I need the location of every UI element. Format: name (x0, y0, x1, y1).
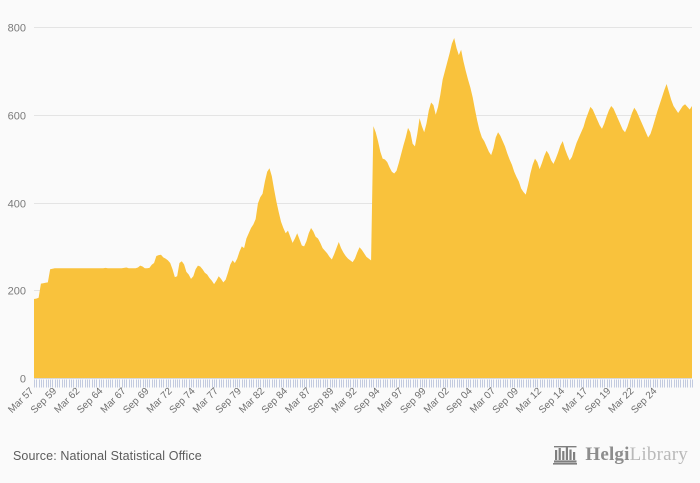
brand-text: HelgiLibrary (585, 444, 688, 466)
y-axis-tick-label: 200 (8, 286, 26, 298)
brand-logo[interactable]: HelgiLibrary (553, 444, 688, 466)
source-label: Source: National Statistical Office (13, 449, 202, 463)
brand-secondary: Library (629, 444, 688, 465)
chart-area: 0 200 400 600 800 Mar 57 Sep 59 Mar 62 Sep 64 Mar… (6, 23, 693, 416)
y-axis-tick-label: 600 (8, 111, 26, 123)
brand-primary: Helgi (585, 444, 630, 465)
chart-footer: Source: National Statistical Office Helg… (0, 430, 700, 483)
y-axis-tick-label: 400 (8, 199, 26, 211)
area-series (34, 37, 692, 378)
y-axis-tick-label: 0 (20, 374, 26, 386)
x-axis-tick-label: Sep 24 (629, 386, 659, 416)
y-axis-tick-label: 800 (8, 23, 26, 35)
library-building-icon (553, 446, 578, 465)
